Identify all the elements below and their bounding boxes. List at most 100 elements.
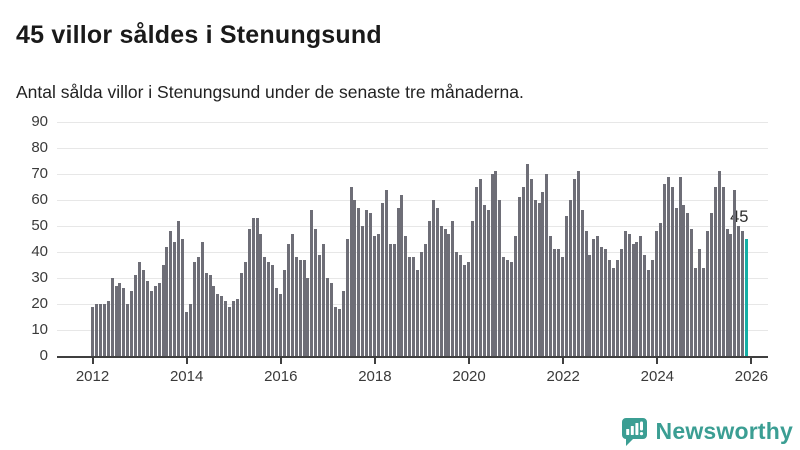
- bar: [580, 210, 584, 356]
- y-axis-label-50: 50: [31, 217, 48, 234]
- bar: [404, 236, 408, 356]
- bar: [149, 291, 153, 356]
- x-axis-tick-2014: [185, 358, 188, 364]
- bar: [130, 291, 134, 356]
- bar: [263, 257, 267, 356]
- y-axis-label-80: 80: [31, 139, 48, 156]
- bar: [251, 218, 255, 356]
- x-axis-label-2012: 2012: [75, 368, 110, 385]
- bar: [568, 200, 572, 356]
- bar: [220, 296, 224, 356]
- bar: [314, 228, 318, 356]
- bar: [322, 244, 326, 356]
- bar: [337, 309, 341, 356]
- bar: [572, 179, 576, 356]
- y-axis-label-70: 70: [31, 165, 48, 182]
- bar: [239, 272, 243, 356]
- bar: [600, 246, 604, 356]
- bar: [682, 205, 686, 356]
- bar: [643, 254, 647, 356]
- bar: [196, 257, 200, 356]
- bar: [224, 301, 228, 356]
- bar: [494, 171, 498, 356]
- bar: [725, 228, 729, 356]
- page-subtitle: Antal sålda villor i Stenungsund under d…: [16, 81, 524, 102]
- gridline-90: [57, 122, 768, 123]
- bar: [541, 192, 545, 356]
- newsworthy-logo[interactable]: Newsworthy: [621, 417, 793, 446]
- bar: [138, 262, 141, 356]
- x-axis-tick-2018: [373, 358, 376, 364]
- bar: [698, 249, 702, 356]
- bar: [533, 200, 537, 356]
- newsworthy-logo-text: Newsworthy: [655, 418, 793, 444]
- bar: [670, 187, 674, 356]
- bar: [165, 246, 169, 356]
- bar: [114, 285, 118, 356]
- bar: [694, 267, 698, 356]
- bar: [192, 262, 196, 356]
- bar: [470, 220, 474, 356]
- bar: [177, 220, 181, 356]
- bar: [255, 218, 259, 356]
- bar: [271, 265, 275, 356]
- bar: [576, 171, 580, 356]
- bar: [349, 187, 353, 356]
- bar: [635, 241, 639, 356]
- bar-chart: 45 0 10 20 30 40 50 60 70 80 90 2012 2014 2016 2018 20…: [31, 113, 768, 385]
- bar: [420, 252, 423, 356]
- bar: [141, 270, 145, 356]
- bar: [717, 171, 721, 356]
- bar: [615, 259, 619, 356]
- bar: [537, 202, 541, 356]
- y-axis-label-40: 40: [31, 243, 48, 260]
- bar: [608, 259, 611, 356]
- bar: [412, 257, 416, 356]
- bar: [181, 239, 185, 356]
- bar: [490, 174, 494, 356]
- page-title: 45 villor såldes i Stenungsund: [16, 20, 382, 49]
- bar: [447, 233, 451, 356]
- bar: [482, 205, 486, 356]
- x-axis-label-2016: 2016: [264, 368, 298, 385]
- bar: [596, 236, 600, 356]
- bar: [514, 236, 517, 356]
- bar: [427, 220, 431, 356]
- bar: [459, 254, 463, 356]
- bar: [639, 236, 643, 356]
- y-axis-label-0: 0: [39, 347, 48, 364]
- bar: [666, 176, 670, 356]
- bar: [361, 226, 365, 356]
- bar: [380, 202, 384, 356]
- bar: [439, 226, 443, 356]
- x-axis-line: [57, 356, 768, 358]
- bar: [384, 189, 388, 356]
- bar: [549, 236, 553, 356]
- bar: [279, 293, 282, 356]
- gridline-60: [57, 200, 768, 201]
- newsworthy-chart-bubble-icon: [621, 418, 647, 446]
- bar: [729, 233, 733, 356]
- x-axis-label-2024: 2024: [640, 368, 675, 385]
- bar: [94, 304, 98, 356]
- bar: [310, 210, 314, 356]
- gridline-80: [57, 148, 768, 149]
- y-axis-label-30: 30: [31, 269, 48, 286]
- bar: [737, 226, 741, 356]
- gridline-70: [57, 174, 768, 175]
- bar: [294, 257, 298, 356]
- bar: [318, 254, 322, 356]
- x-axis-label-2022: 2022: [546, 368, 580, 385]
- bar: [373, 236, 376, 356]
- bar: [521, 187, 525, 356]
- bar: [122, 288, 126, 356]
- bar: [126, 304, 130, 356]
- bar: [392, 244, 396, 356]
- bar: [365, 210, 369, 356]
- bar: [557, 249, 561, 356]
- bar: [463, 265, 467, 356]
- bar: [286, 244, 290, 356]
- bar: [498, 200, 502, 356]
- bar: [91, 306, 94, 356]
